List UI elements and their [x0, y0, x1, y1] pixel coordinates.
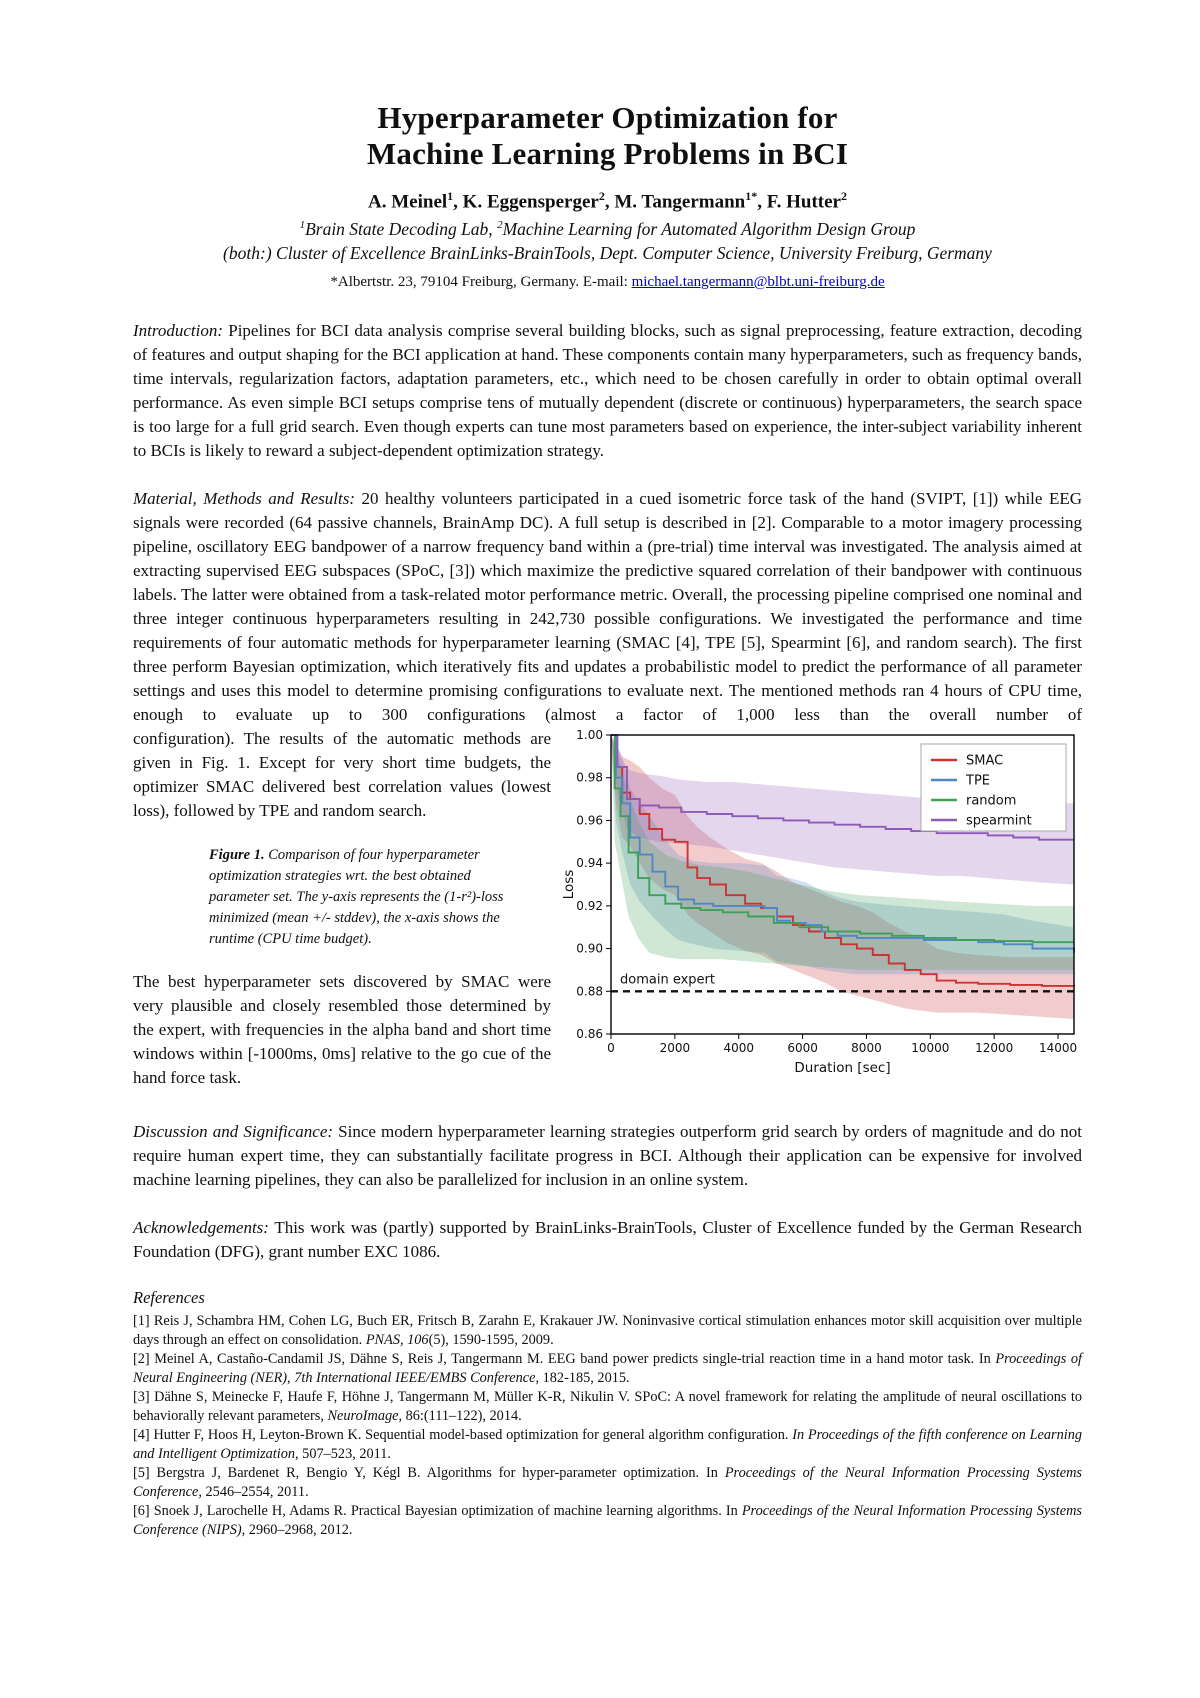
- reference-item: [3] Dähne S, Meinecke F, Haufe F, Höhne …: [133, 1388, 1082, 1424]
- line-spearmint: [611, 733, 1074, 841]
- smac-results-paragraph: The best hyperparameter sets discovered …: [133, 971, 551, 1087]
- x-tick-label: 6000: [787, 1041, 818, 1055]
- y-tick-label: 0.94: [576, 856, 603, 870]
- introduction-paragraph: Introduction: Pipelines for BCI data ana…: [133, 319, 1082, 463]
- affiliation-line-2: (both:) Cluster of Excellence BrainLinks…: [223, 243, 992, 264]
- author-name: A. Meinel: [368, 190, 448, 212]
- discussion-paragraph: Discussion and Significance: Since moder…: [133, 1120, 1082, 1192]
- y-tick-label: 0.96: [576, 813, 603, 827]
- reference-item: [4] Hutter F, Hoos H, Leyton-Brown K. Se…: [133, 1426, 1083, 1462]
- affiliation-sup: 2: [497, 219, 503, 232]
- band-random: [611, 734, 1074, 970]
- discussion-text: Since modern hyperparameter learning str…: [133, 1121, 1082, 1189]
- authors-line: A. Meinel1, K. Eggensperger2, M. Tangerm…: [133, 189, 1082, 213]
- methods-paragraph: Material, Methods and Results: 20 health…: [133, 487, 1082, 727]
- affiliation-line-1: 1Brain State Decoding Lab, 2Machine Lear…: [133, 217, 1082, 242]
- plot-frame: [610, 734, 1075, 1035]
- references-heading: References: [133, 1287, 205, 1307]
- title-line-2: Machine Learning Problems in BCI: [366, 136, 849, 172]
- figure-left-column: configuration). The results of the autom…: [133, 727, 551, 1090]
- paper-title: Hyperparameter Optimization for Machine L…: [133, 100, 1082, 173]
- band-TPE: [611, 734, 1074, 975]
- acknowledgements-label: Acknowledgements:: [133, 1217, 269, 1237]
- x-tick-label: 4000: [723, 1041, 754, 1055]
- legend-label-SMAC: SMAC: [966, 753, 1003, 768]
- legend-box: [920, 743, 1067, 832]
- figure-caption: Figure 1. Comparison of four hyperparame…: [209, 845, 515, 950]
- author-sup: 2: [840, 188, 847, 203]
- y-tick-label: 0.88: [576, 984, 603, 998]
- x-axis-label: Duration [sec]: [794, 1060, 890, 1076]
- legend-label-random: random: [966, 793, 1016, 808]
- x-tick-label: 8000: [851, 1041, 882, 1055]
- references-list: [1] Reis J, Schambra HM, Cohen LG, Buch …: [133, 1312, 1082, 1540]
- discussion-label: Discussion and Significance:: [133, 1121, 334, 1141]
- reference-item: [2] Meinel A, Castaño-Candamil JS, Dähne…: [133, 1350, 1082, 1386]
- affiliation-text: Brain State Decoding Lab,: [305, 218, 498, 239]
- loss-vs-duration-chart: domain expert 1.00 0.98 0.96 0.94 0.92 0.90 0.8…: [561, 728, 1077, 1076]
- methods-label: Material, Methods and Results:: [133, 488, 356, 508]
- affiliation-sup: 1: [299, 219, 306, 232]
- affiliation-text: Machine Learning for Automated Algorithm…: [502, 218, 916, 239]
- y-tick-label: 0.98: [576, 771, 603, 785]
- figure-caption-label: Figure 1.: [209, 846, 265, 863]
- legend-label-TPE: TPE: [965, 773, 990, 788]
- x-tick-label: 10000: [911, 1041, 949, 1055]
- line-SMAC: [611, 733, 1075, 987]
- band-SMAC: [611, 734, 1074, 1019]
- x-tick-label: 2000: [660, 1041, 691, 1055]
- x-tick-label: 14000: [1039, 1041, 1077, 1055]
- y-tick-label: 0.90: [576, 941, 603, 955]
- figure-1: domain expert 1.00 0.98 0.96 0.94 0.92 0.90 0.8…: [559, 728, 1083, 1086]
- title-line-1: Hyperparameter Optimization for: [377, 100, 838, 135]
- domain-expert-label: domain expert: [620, 972, 715, 987]
- y-tick-label: 0.92: [576, 899, 603, 913]
- author-sup: 2: [598, 188, 605, 203]
- line-random: [611, 733, 1074, 944]
- band-spearmint: [611, 734, 1074, 885]
- x-tick-label: 12000: [975, 1041, 1013, 1055]
- y-tick-label: 1.00: [576, 729, 603, 742]
- y-axis-label: Loss: [561, 870, 577, 900]
- reference-item: [1] Reis J, Schambra HM, Cohen LG, Buch …: [133, 1312, 1082, 1348]
- contact-prefix: *Albertstr. 23, 79104 Freiburg, Germany.…: [330, 273, 632, 290]
- y-tick-label: 0.86: [576, 1027, 603, 1041]
- methods-continued-paragraph: configuration). The results of the autom…: [133, 728, 551, 820]
- x-tick-label: 0: [607, 1041, 615, 1055]
- author-sup: 1*: [745, 188, 758, 203]
- figure-caption-text: Comparison of four hyperparameter optimi…: [209, 846, 504, 947]
- introduction-label: Introduction:: [133, 320, 224, 340]
- email-link[interactable]: michael.tangermann@blbt.uni-freiburg.de: [631, 273, 885, 290]
- contact-line: *Albertstr. 23, 79104 Freiburg, Germany.…: [133, 274, 1082, 291]
- acknowledgements-paragraph: Acknowledgements: This work was (partly)…: [133, 1216, 1082, 1264]
- author-sup: 1: [447, 188, 454, 203]
- methods-text: 20 healthy volunteers participated in a …: [133, 488, 1082, 724]
- references-section: References [1] Reis J, Schambra HM, Cohe…: [133, 1288, 1082, 1540]
- acknowledgements-text: This work was (partly) supported by Brai…: [133, 1217, 1082, 1261]
- legend-label-spearmint: spearmint: [966, 813, 1032, 828]
- author-name: , F. Hutter: [757, 190, 841, 212]
- introduction-text: Pipelines for BCI data analysis comprise…: [133, 320, 1082, 460]
- author-name: , K. Eggensperger: [453, 190, 599, 212]
- reference-item: [5] Bergstra J, Bardenet R, Bengio Y, Ké…: [133, 1464, 1082, 1500]
- figure-row: configuration). The results of the autom…: [133, 727, 1082, 1090]
- author-name: , M. Tangermann: [604, 190, 746, 212]
- reference-item: [6] Snoek J, Larochelle H, Adams R. Prac…: [133, 1502, 1082, 1538]
